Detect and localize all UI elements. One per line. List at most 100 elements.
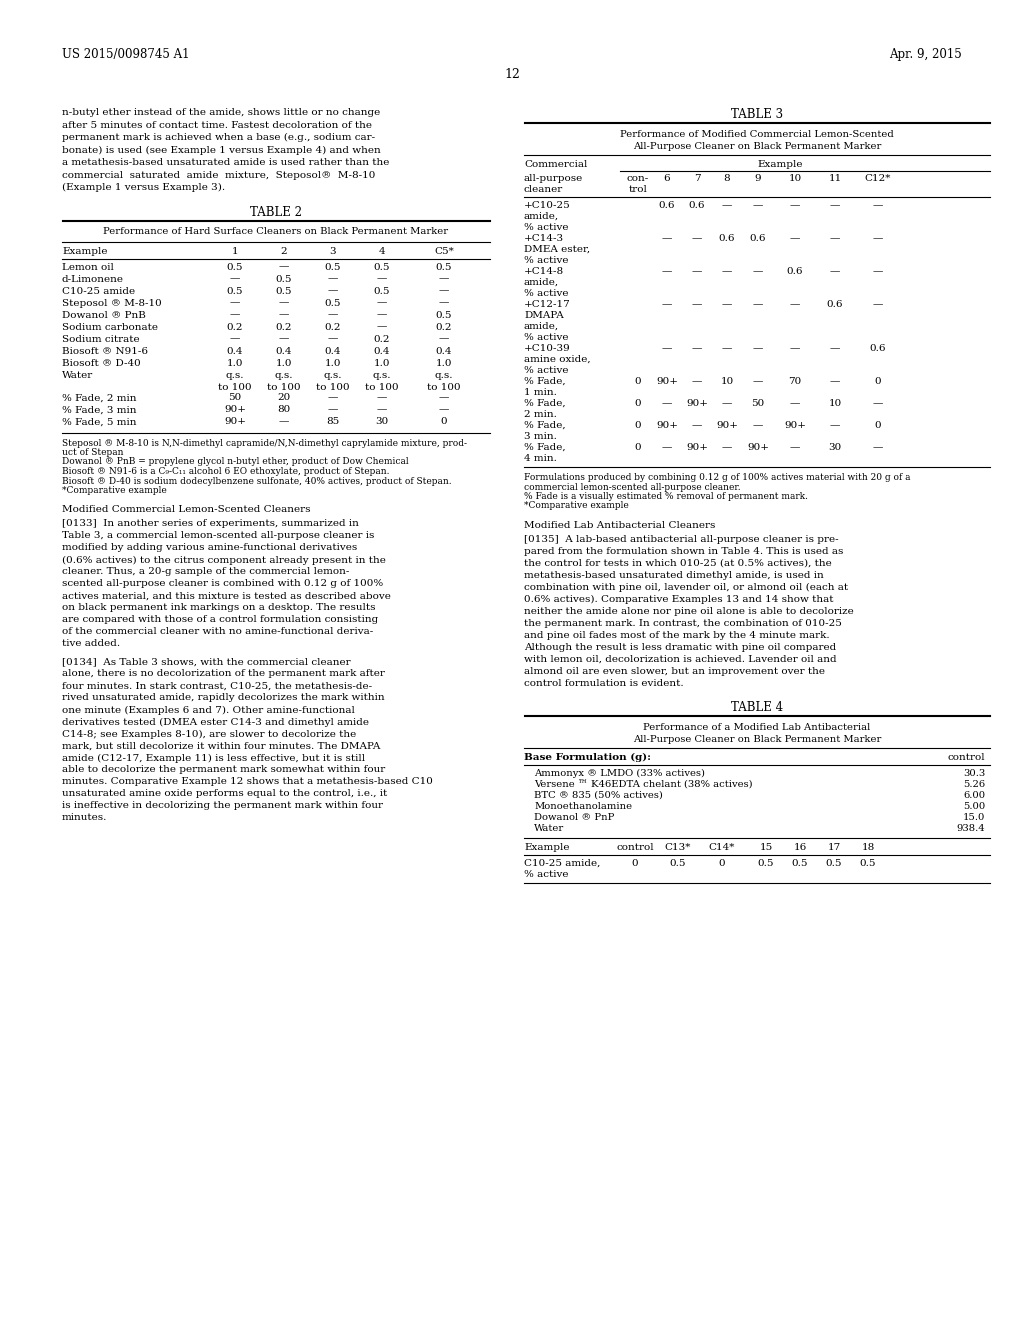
Text: 3 min.: 3 min. <box>524 432 557 441</box>
Text: (0.6% actives) to the citrus component already present in the: (0.6% actives) to the citrus component a… <box>62 556 386 565</box>
Text: are compared with those of a control formulation consisting: are compared with those of a control for… <box>62 615 378 624</box>
Text: q.s.: q.s. <box>373 371 391 380</box>
Text: —: — <box>692 234 702 243</box>
Text: Biosoft ® D-40 is sodium dodecylbenzene sulfonate, 40% actives, product of Stepa: Biosoft ® D-40 is sodium dodecylbenzene … <box>62 477 452 486</box>
Text: Example: Example <box>62 247 108 256</box>
Text: 1.0: 1.0 <box>374 359 390 367</box>
Text: tive added.: tive added. <box>62 639 120 648</box>
Text: 0.5: 0.5 <box>436 263 453 272</box>
Text: Dowanol ® PnB: Dowanol ® PnB <box>62 310 145 319</box>
Text: DMAPA: DMAPA <box>524 312 564 319</box>
Text: 0.4: 0.4 <box>325 346 341 355</box>
Text: % Fade,: % Fade, <box>524 399 565 408</box>
Text: 90+: 90+ <box>716 421 738 430</box>
Text: —: — <box>662 345 672 352</box>
Text: Water: Water <box>534 824 564 833</box>
Text: minutes.: minutes. <box>62 813 108 822</box>
Text: [0133]  In another series of experiments, summarized in: [0133] In another series of experiments,… <box>62 520 358 528</box>
Text: on black permanent ink markings on a desktop. The results: on black permanent ink markings on a des… <box>62 603 376 612</box>
Text: 0: 0 <box>440 417 447 426</box>
Text: Biosoft ® N91-6 is a C₉-C₁₁ alcohol 6 EO ethoxylate, product of Stepan.: Biosoft ® N91-6 is a C₉-C₁₁ alcohol 6 EO… <box>62 467 389 477</box>
Text: % Fade, 3 min: % Fade, 3 min <box>62 405 136 414</box>
Text: 0.6: 0.6 <box>689 201 706 210</box>
Text: derivatives tested (DMEA ester C14-3 and dimethyl amide: derivatives tested (DMEA ester C14-3 and… <box>62 718 369 726</box>
Text: 0.5: 0.5 <box>275 286 292 296</box>
Text: control: control <box>947 752 985 762</box>
Text: 0.5: 0.5 <box>275 275 292 284</box>
Text: Monoethanolamine: Monoethanolamine <box>534 803 632 810</box>
Text: Apr. 9, 2015: Apr. 9, 2015 <box>889 48 962 61</box>
Text: 0.5: 0.5 <box>860 859 877 869</box>
Text: 0.4: 0.4 <box>275 346 292 355</box>
Text: 30: 30 <box>828 444 842 451</box>
Text: 0.5: 0.5 <box>226 286 244 296</box>
Text: Dowanol ® PnP: Dowanol ® PnP <box>534 813 614 822</box>
Text: the permanent mark. In contrast, the combination of 010-25: the permanent mark. In contrast, the com… <box>524 619 842 628</box>
Text: 70: 70 <box>788 378 802 385</box>
Text: cleaner: cleaner <box>524 185 563 194</box>
Text: to 100: to 100 <box>427 383 461 392</box>
Text: [0134]  As Table 3 shows, with the commercial cleaner: [0134] As Table 3 shows, with the commer… <box>62 657 350 667</box>
Text: 85: 85 <box>327 417 340 426</box>
Text: —: — <box>328 334 338 343</box>
Text: —: — <box>872 201 883 210</box>
Text: 0.2: 0.2 <box>374 334 390 343</box>
Text: Modified Commercial Lemon-Scented Cleaners: Modified Commercial Lemon-Scented Cleane… <box>62 506 310 515</box>
Text: Lemon oil: Lemon oil <box>62 263 114 272</box>
Text: alone, there is no decolorization of the permanent mark after: alone, there is no decolorization of the… <box>62 669 385 678</box>
Text: 20: 20 <box>278 393 291 403</box>
Text: Sodium carbonate: Sodium carbonate <box>62 322 158 331</box>
Text: —: — <box>662 444 672 451</box>
Text: all-purpose: all-purpose <box>524 174 584 183</box>
Text: % active: % active <box>524 870 568 879</box>
Text: 10: 10 <box>788 174 802 183</box>
Text: 0: 0 <box>874 378 882 385</box>
Text: 0.2: 0.2 <box>325 322 341 331</box>
Text: metathesis-based unsaturated dimethyl amide, is used in: metathesis-based unsaturated dimethyl am… <box>524 572 823 579</box>
Text: —: — <box>790 444 800 451</box>
Text: *Comparative example: *Comparative example <box>524 502 629 511</box>
Text: —: — <box>279 263 289 272</box>
Text: C12*: C12* <box>865 174 891 183</box>
Text: —: — <box>872 444 883 451</box>
Text: 90+: 90+ <box>656 378 678 385</box>
Text: Performance of Hard Surface Cleaners on Black Permanent Marker: Performance of Hard Surface Cleaners on … <box>103 227 449 236</box>
Text: 6.00: 6.00 <box>963 791 985 800</box>
Text: (Example 1 versus Example 3).: (Example 1 versus Example 3). <box>62 183 225 193</box>
Text: —: — <box>829 267 840 276</box>
Text: is ineffective in decolorizing the permanent mark within four: is ineffective in decolorizing the perma… <box>62 801 383 810</box>
Text: +C14-8: +C14-8 <box>524 267 564 276</box>
Text: of the commercial cleaner with no amine-functional deriva-: of the commercial cleaner with no amine-… <box>62 627 374 636</box>
Text: 0.5: 0.5 <box>325 298 341 308</box>
Text: pared from the formulation shown in Table 4. This is used as: pared from the formulation shown in Tabl… <box>524 546 844 556</box>
Text: Performance of Modified Commercial Lemon-Scented: Performance of Modified Commercial Lemon… <box>621 129 894 139</box>
Text: rived unsaturated amide, rapidly decolorizes the mark within: rived unsaturated amide, rapidly decolor… <box>62 693 385 702</box>
Text: cleaner. Thus, a 20-g sample of the commercial lemon-: cleaner. Thus, a 20-g sample of the comm… <box>62 568 349 577</box>
Text: 5.00: 5.00 <box>963 803 985 810</box>
Text: —: — <box>872 399 883 408</box>
Text: —: — <box>439 405 450 414</box>
Text: Versene ™ K46EDTA chelant (38% actives): Versene ™ K46EDTA chelant (38% actives) <box>534 780 753 789</box>
Text: Dowanol ® PnB = propylene glycol n-butyl ether, product of Dow Chemical: Dowanol ® PnB = propylene glycol n-butyl… <box>62 458 409 466</box>
Text: 15.0: 15.0 <box>963 813 985 822</box>
Text: 0.5: 0.5 <box>436 310 453 319</box>
Text: commercial lemon-scented all-purpose cleaner.: commercial lemon-scented all-purpose cle… <box>524 483 740 491</box>
Text: to 100: to 100 <box>218 383 252 392</box>
Text: —: — <box>662 267 672 276</box>
Text: —: — <box>377 298 387 308</box>
Text: —: — <box>829 201 840 210</box>
Text: % active: % active <box>524 366 568 375</box>
Text: unsaturated amine oxide performs equal to the control, i.e., it: unsaturated amine oxide performs equal t… <box>62 789 387 799</box>
Text: 2: 2 <box>281 247 288 256</box>
Text: 0.5: 0.5 <box>374 286 390 296</box>
Text: 50: 50 <box>752 399 765 408</box>
Text: Performance of a Modified Lab Antibacterial: Performance of a Modified Lab Antibacter… <box>643 723 870 733</box>
Text: 0: 0 <box>635 444 641 451</box>
Text: 15: 15 <box>760 843 773 851</box>
Text: one minute (Examples 6 and 7). Other amine-functional: one minute (Examples 6 and 7). Other ami… <box>62 705 355 714</box>
Text: Biosoft ® N91-6: Biosoft ® N91-6 <box>62 346 148 355</box>
Text: 2 min.: 2 min. <box>524 411 557 418</box>
Text: US 2015/0098745 A1: US 2015/0098745 A1 <box>62 48 189 61</box>
Text: —: — <box>439 334 450 343</box>
Text: —: — <box>377 393 387 403</box>
